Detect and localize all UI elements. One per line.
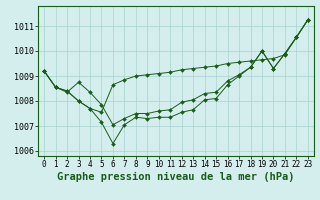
X-axis label: Graphe pression niveau de la mer (hPa): Graphe pression niveau de la mer (hPa) — [57, 172, 295, 182]
